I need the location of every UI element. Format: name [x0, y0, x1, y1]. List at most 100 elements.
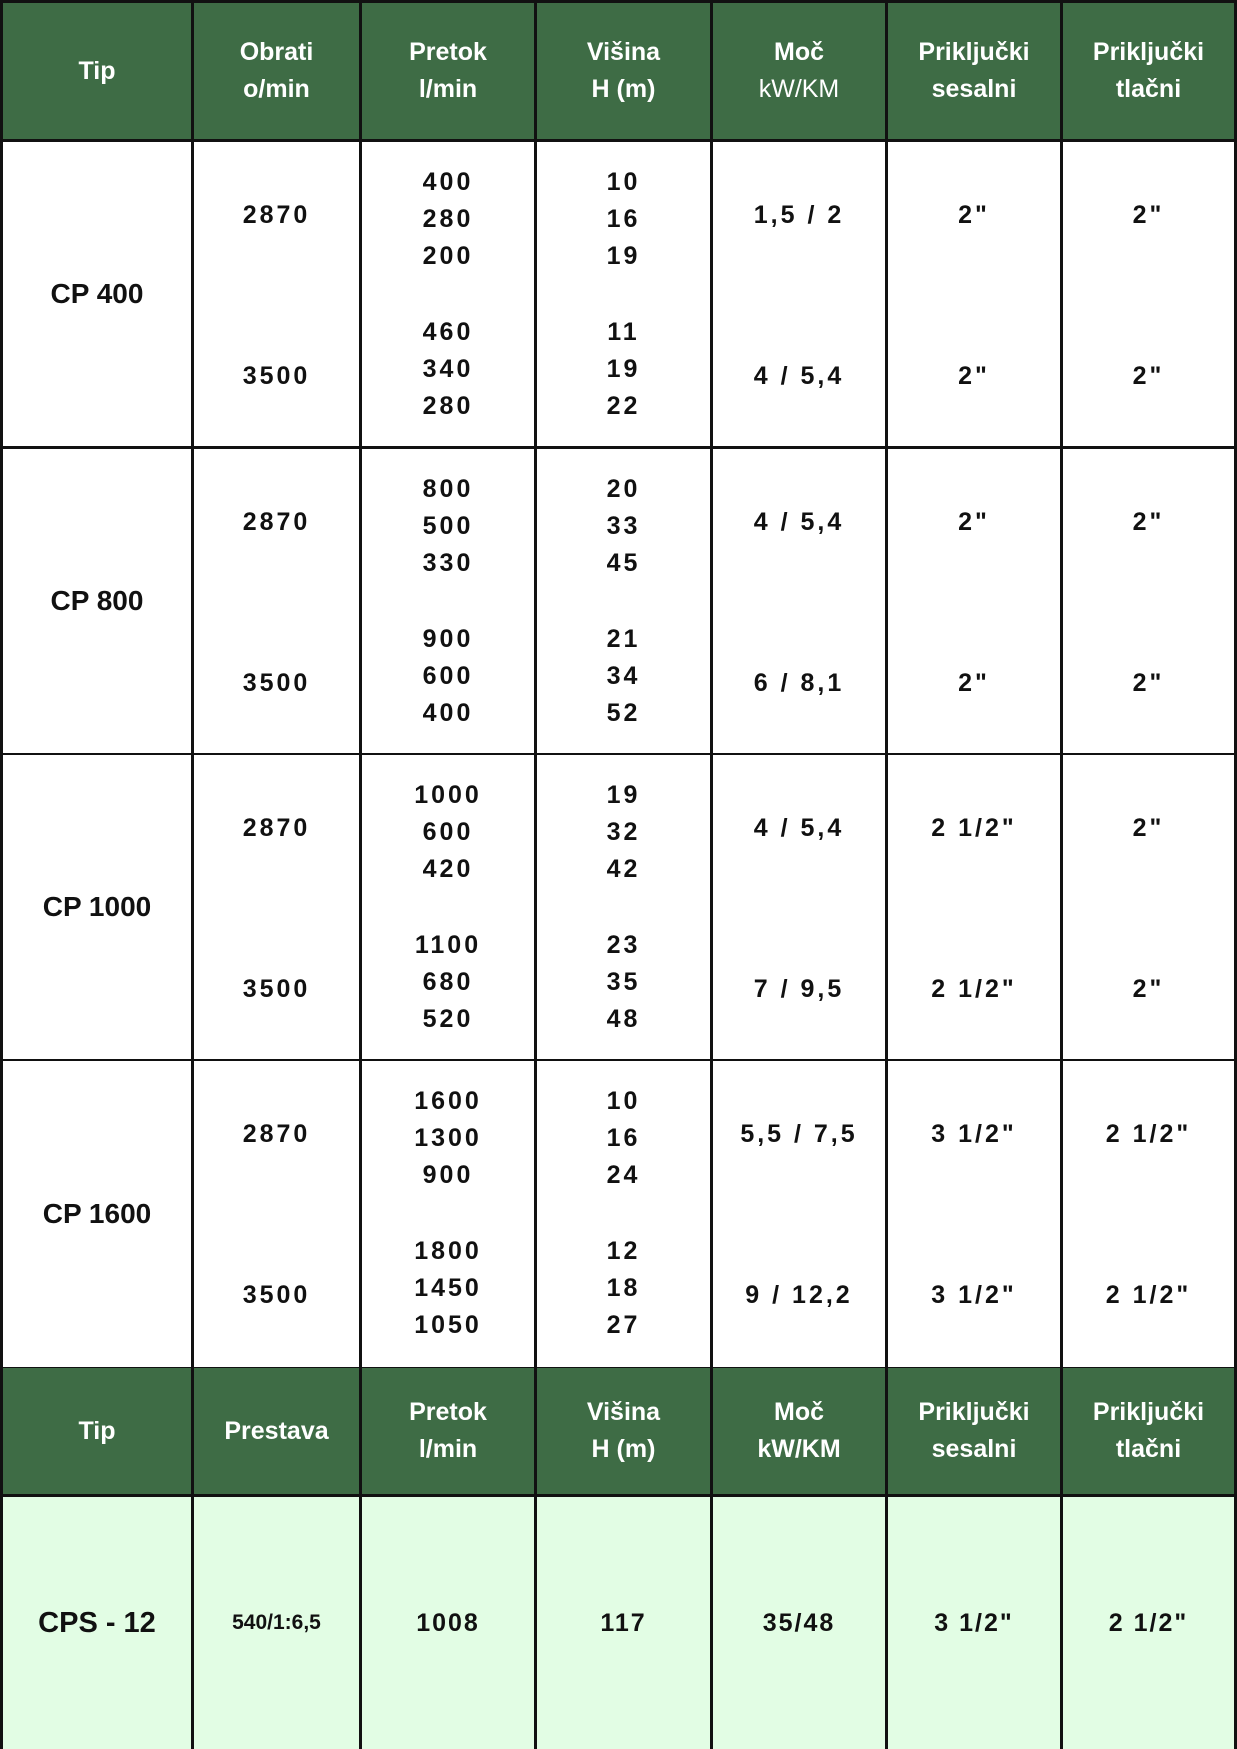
type-cell: CP 1600 — [3, 1061, 194, 1367]
power-value: 4 / 5,4 — [753, 508, 845, 536]
flow-value: 1100 — [414, 931, 482, 959]
flow-cell: 400 280 200 460 340 280 — [362, 142, 537, 446]
header-line-1: Priključki — [918, 1398, 1030, 1426]
height-cell: 20 33 45 21 34 52 — [537, 449, 713, 753]
suction-value: 3 1/2" — [931, 1281, 1017, 1309]
power-value: 6 / 8,1 — [753, 669, 845, 697]
header-cell: Moč kW/KM — [713, 1368, 888, 1494]
header-line-1: Tip — [78, 1416, 116, 1445]
height-cell: 10 16 24 12 18 27 — [537, 1061, 713, 1367]
height-value: 16 — [606, 1124, 641, 1152]
pump-type: CP 800 — [50, 585, 144, 616]
header-cell: Pretok l/min — [362, 3, 537, 139]
cps-cell: 117 — [537, 1497, 713, 1749]
flow-value: 1450 — [414, 1274, 482, 1302]
height-value: 12 — [606, 1237, 641, 1265]
header-line-1: Moč — [774, 38, 824, 66]
height-value: 11 — [607, 318, 640, 346]
pump-type: CP 400 — [50, 278, 144, 309]
height-value: 21 — [606, 625, 641, 653]
pressure-cell: 2 1/2" 2 1/2" — [1063, 1061, 1234, 1367]
header-cell: Priključki tlačni — [1063, 1368, 1234, 1494]
height-value: 35 — [606, 968, 641, 996]
pressure-value: 2" — [1132, 201, 1165, 229]
suction-cell: 3 1/2" 3 1/2" — [888, 1061, 1063, 1367]
height-value: 24 — [606, 1161, 641, 1189]
flow-value: 1050 — [414, 1311, 482, 1339]
cps-cell: 1008 — [362, 1497, 537, 1749]
flow-value: 1300 — [414, 1124, 482, 1152]
height-value: 19 — [606, 242, 641, 270]
flow-value: 420 — [422, 855, 474, 883]
flow-value: 200 — [422, 242, 474, 270]
height-value: 22 — [606, 392, 641, 420]
power-cell: 4 / 5,4 6 / 8,1 — [713, 449, 888, 753]
header-cell: Obrati o/min — [194, 3, 362, 139]
header-line-1: Pretok — [409, 1398, 487, 1426]
pump-group-row: CP 800 2870 3500 800 500 330 900 600 400 20 33 45 21… — [3, 449, 1234, 756]
rpm-value: 2870 — [242, 201, 311, 229]
header-cell: Tip — [3, 3, 194, 139]
rpm-value: 3500 — [242, 362, 311, 390]
suction-value: 2" — [958, 201, 990, 229]
flow-value: 520 — [422, 1005, 474, 1033]
pressure-value: 2" — [1132, 975, 1165, 1003]
rpm-value: 2870 — [242, 508, 311, 536]
height-value: 27 — [606, 1311, 641, 1339]
flow-cell: 1600 1300 900 1800 1450 1050 — [362, 1061, 537, 1367]
header-line-1: Višina — [586, 1398, 661, 1426]
height-value: 10 — [606, 1087, 641, 1115]
flow-cell: 1000 600 420 1100 680 520 — [362, 755, 537, 1059]
header-cell: Priključki tlačni — [1063, 3, 1234, 139]
flow-value: 900 — [422, 625, 474, 653]
flow-value: 460 — [422, 318, 474, 346]
pump-group-row: CP 400 2870 3500 400 280 200 460 340 280 10 16 19 11… — [3, 142, 1234, 449]
suction-value: 2 1/2" — [931, 814, 1017, 842]
height-value: 34 — [606, 662, 641, 690]
suction-value: 3 1/2" — [931, 1120, 1017, 1148]
header-cell: Moč kW/KM — [713, 3, 888, 139]
height-value: 45 — [606, 549, 641, 577]
header-line-2: sesalni — [931, 75, 1017, 103]
height-value: 48 — [606, 1005, 641, 1033]
header-line-2: l/min — [418, 75, 478, 103]
pump-group-row: CP 1600 2870 3500 1600 1300 900 1800 1450 1050 10… — [3, 1061, 1234, 1370]
header-line-2: tlačni — [1115, 1435, 1182, 1463]
rpm-value: 3500 — [242, 669, 311, 697]
type-cell: CP 400 — [3, 142, 194, 446]
power-value: 1,5 / 2 — [753, 201, 845, 229]
flow-value: 680 — [422, 968, 474, 996]
height-value: 10 — [606, 168, 641, 196]
height-value: 52 — [606, 699, 641, 727]
header-line-1: Tip — [78, 56, 116, 85]
pressure-cell: 2" 2" — [1063, 449, 1234, 753]
header-cell: Višina H (m) — [537, 1368, 713, 1494]
header-line-1: Moč — [774, 1398, 824, 1426]
height-value: 19 — [606, 781, 641, 809]
suction-value: 2" — [958, 669, 990, 697]
header-line-2: kW/KM — [758, 75, 840, 103]
flow-value: 280 — [422, 392, 474, 420]
flow-value: 400 — [422, 699, 474, 727]
flow-value: 400 — [422, 168, 474, 196]
header-line-2: H (m) — [591, 1435, 656, 1463]
suction-cell: 2" 2" — [888, 142, 1063, 446]
power-cell: 1,5 / 2 4 / 5,4 — [713, 142, 888, 446]
header-cell: Višina H (m) — [537, 3, 713, 139]
header-line-1: Pretok — [409, 38, 487, 66]
header-line-2: sesalni — [931, 1435, 1017, 1463]
pump-type: CP 1600 — [42, 1198, 152, 1229]
pressure-value: 2 1/2" — [1105, 1281, 1192, 1309]
height-value: 42 — [606, 855, 641, 883]
flow-value: 340 — [422, 355, 474, 383]
power-value: 5,5 / 7,5 — [740, 1120, 858, 1148]
height-cell: 10 16 19 11 19 22 — [537, 142, 713, 446]
rpm-value: 2870 — [242, 814, 311, 842]
cps-cell: 540/1:6,5 — [194, 1497, 362, 1749]
header-line-2: H (m) — [591, 75, 656, 103]
suction-cell: 2 1/2" 2 1/2" — [888, 755, 1063, 1059]
power-value: 4 / 5,4 — [753, 814, 845, 842]
header1-row: Tip Obrati o/min Pretok l/min Višina H (m) Moč k… — [3, 3, 1234, 142]
rpm-value: 3500 — [242, 1281, 311, 1309]
header-line-2: o/min — [243, 75, 310, 103]
